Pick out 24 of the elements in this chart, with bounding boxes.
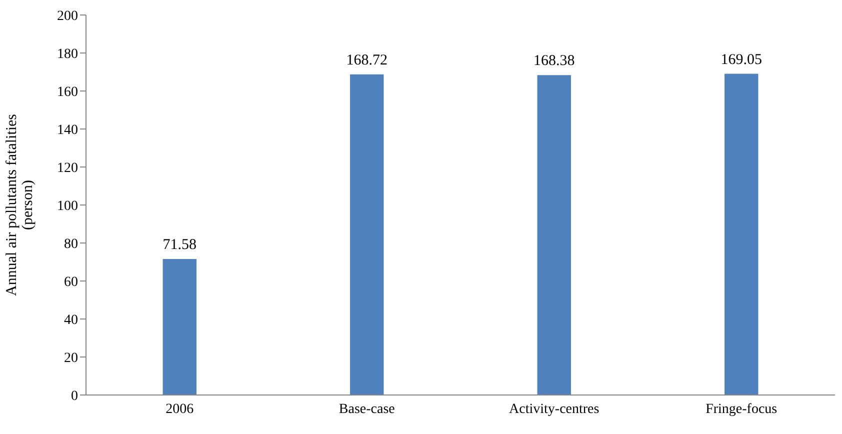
- x-tick-label: Activity-centres: [509, 402, 600, 417]
- y-tick-label: 120: [57, 160, 78, 176]
- x-tick-label: 2006: [166, 402, 194, 417]
- data-label: 168.72: [346, 52, 388, 68]
- y-tick-label: 140: [57, 122, 78, 138]
- bar: [724, 74, 758, 395]
- y-tick-label: 100: [57, 198, 78, 214]
- data-label: 169.05: [720, 52, 762, 68]
- data-label: 168.38: [534, 53, 575, 70]
- y-tick-label: 80: [64, 236, 78, 252]
- bar: [350, 74, 384, 395]
- y-tick-label: 20: [64, 350, 78, 366]
- x-tick-label: Base-case: [338, 402, 395, 417]
- bar: [162, 259, 196, 395]
- y-tick-label: 40: [64, 312, 78, 328]
- x-tick-label: Fringe-focus: [706, 402, 778, 417]
- y-tick-label: 0: [71, 388, 78, 404]
- y-axis-title: Annual air pollutants fatalities (person): [4, 114, 36, 296]
- y-tick-label: 60: [64, 274, 78, 290]
- y-tick-label: 160: [57, 84, 78, 100]
- bar: [537, 75, 571, 395]
- y-tick-label: 180: [57, 46, 78, 62]
- y-tick-label: 200: [57, 8, 78, 24]
- data-label: 71.58: [162, 237, 196, 253]
